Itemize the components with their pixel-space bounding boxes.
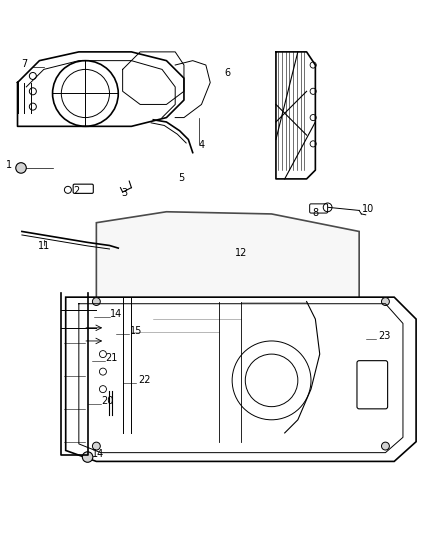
Text: 2: 2	[74, 186, 80, 196]
Text: 5: 5	[179, 173, 185, 183]
Circle shape	[16, 163, 26, 173]
Text: 15: 15	[130, 326, 142, 336]
Text: 23: 23	[378, 331, 391, 341]
Circle shape	[82, 452, 93, 462]
Circle shape	[92, 297, 100, 305]
Text: 7: 7	[21, 59, 27, 69]
Text: 21: 21	[106, 353, 118, 362]
Text: 3: 3	[122, 189, 128, 198]
Text: 8: 8	[312, 208, 318, 218]
Polygon shape	[96, 212, 359, 356]
Polygon shape	[66, 297, 416, 462]
Text: 14: 14	[110, 309, 122, 319]
Text: 22: 22	[138, 375, 151, 385]
Text: 12: 12	[235, 247, 247, 257]
Text: 4: 4	[198, 140, 205, 150]
Circle shape	[92, 442, 100, 450]
Text: 14: 14	[92, 449, 105, 459]
Text: 10: 10	[362, 204, 374, 214]
Text: 1: 1	[6, 160, 12, 170]
Text: 20: 20	[101, 397, 113, 407]
Text: 11: 11	[38, 241, 50, 251]
Circle shape	[381, 297, 389, 305]
Text: 6: 6	[225, 68, 231, 78]
Circle shape	[381, 442, 389, 450]
